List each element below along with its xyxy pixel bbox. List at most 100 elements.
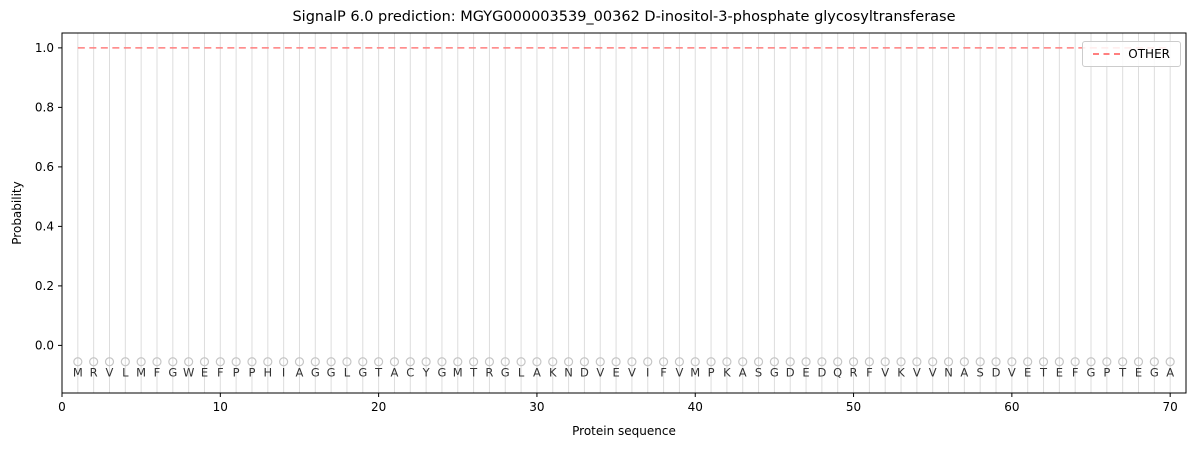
- residue-marker: [643, 357, 653, 367]
- legend-dashed-line-icon: [1093, 53, 1121, 55]
- residue-letter: D: [580, 366, 589, 380]
- residue-marker: [104, 357, 115, 367]
- residue-letter: G: [358, 366, 367, 380]
- residue-marker: [690, 357, 700, 367]
- residue-letter: L: [344, 366, 351, 380]
- residue-marker: [73, 357, 83, 367]
- residue-letter: M: [690, 366, 700, 380]
- axes-frame: [61, 32, 1187, 394]
- residue-marker: [959, 357, 969, 367]
- residue-marker: [848, 357, 859, 367]
- residue-marker: [991, 357, 1001, 367]
- residue-marker: [722, 357, 732, 367]
- residue-letter: V: [929, 366, 937, 380]
- residue-letter: M: [136, 366, 146, 380]
- residue-letter: G: [327, 366, 336, 380]
- residue-marker: [1149, 357, 1159, 367]
- residue-marker: [548, 357, 558, 367]
- residue-marker: [310, 357, 320, 367]
- residue-letter: T: [1039, 366, 1048, 380]
- residue-marker: [1038, 357, 1049, 367]
- residue-letter: P: [708, 366, 715, 380]
- residue-letter: F: [154, 366, 161, 380]
- residue-letter: V: [596, 366, 604, 380]
- residue-marker: [532, 357, 542, 367]
- residue-marker: [1023, 357, 1033, 367]
- residue-marker: [405, 357, 415, 367]
- residue-marker: [674, 357, 685, 367]
- residue-letter: G: [168, 366, 177, 380]
- residue-letter: A: [1166, 366, 1174, 380]
- residue-marker: [263, 357, 273, 367]
- residue-letter: I: [282, 366, 285, 380]
- residue-letter: H: [263, 366, 272, 380]
- residue-marker: [579, 357, 590, 367]
- residue-marker: [563, 357, 574, 367]
- residue-letter: K: [723, 366, 731, 380]
- residue-marker: [374, 357, 384, 367]
- y-tick-label: 0.6: [35, 160, 54, 174]
- y-tick-label: 0.0: [35, 338, 54, 352]
- residue-letter: M: [453, 366, 463, 380]
- residue-letter: K: [897, 366, 905, 380]
- residue-letter: K: [549, 366, 557, 380]
- residue-letter: E: [1056, 366, 1063, 380]
- residue-letter: P: [1103, 366, 1110, 380]
- residue-letter: V: [675, 366, 683, 380]
- residue-letter: E: [1135, 366, 1142, 380]
- residue-marker: [880, 357, 890, 367]
- residue-letter: E: [1024, 366, 1031, 380]
- x-tick-label: 20: [371, 400, 386, 414]
- y-tick-label: 0.2: [35, 279, 54, 293]
- residue-marker: [975, 357, 985, 367]
- residue-marker: [1165, 357, 1175, 367]
- residue-letter: C: [406, 366, 414, 380]
- residue-marker: [611, 357, 621, 367]
- residue-marker: [279, 357, 289, 367]
- residue-letter: Y: [422, 366, 431, 380]
- residue-marker: [1070, 357, 1080, 367]
- residue-letter: V: [1008, 366, 1016, 380]
- residue-marker: [1133, 357, 1144, 367]
- residue-marker: [1102, 357, 1112, 367]
- residue-letter: Q: [833, 366, 842, 380]
- residue-marker: [247, 357, 257, 367]
- x-tick-label: 60: [1004, 400, 1019, 414]
- residue-marker: [1086, 357, 1096, 367]
- residue-marker: [595, 357, 605, 367]
- residue-marker: [928, 357, 938, 367]
- residue-letter: T: [1118, 366, 1127, 380]
- residue-letter: F: [1072, 366, 1079, 380]
- residue-marker: [500, 357, 510, 367]
- residue-marker: [168, 357, 178, 367]
- residue-letter: D: [992, 366, 1001, 380]
- y-tick-label: 1.0: [35, 41, 54, 55]
- residue-marker: [421, 357, 431, 367]
- residue-marker: [627, 357, 637, 367]
- residue-marker: [706, 357, 716, 367]
- residue-letter: W: [183, 366, 194, 380]
- y-axis-label: Probability: [10, 181, 24, 245]
- residue-letter: M: [73, 366, 83, 380]
- residue-letter: G: [311, 366, 320, 380]
- residue-marker: [753, 357, 764, 367]
- residue-letter: E: [802, 366, 809, 380]
- residue-marker: [484, 357, 495, 367]
- y-tick-label: 0.8: [35, 100, 54, 114]
- residue-marker: [231, 357, 241, 367]
- residue-marker: [738, 357, 748, 367]
- residue-marker: [1118, 357, 1128, 367]
- x-tick-label: 50: [846, 400, 861, 414]
- residue-marker: [184, 357, 194, 367]
- residue-letter: N: [564, 366, 573, 380]
- chart-title: SignalP 6.0 prediction: MGYG000003539_00…: [292, 9, 956, 25]
- residue-letter: S: [977, 366, 984, 380]
- residue-marker: [469, 357, 479, 367]
- residue-letter: E: [201, 366, 208, 380]
- residue-letter: L: [518, 366, 525, 380]
- residue-letter: G: [1150, 366, 1159, 380]
- residue-marker: [817, 357, 827, 367]
- residue-marker: [326, 357, 336, 367]
